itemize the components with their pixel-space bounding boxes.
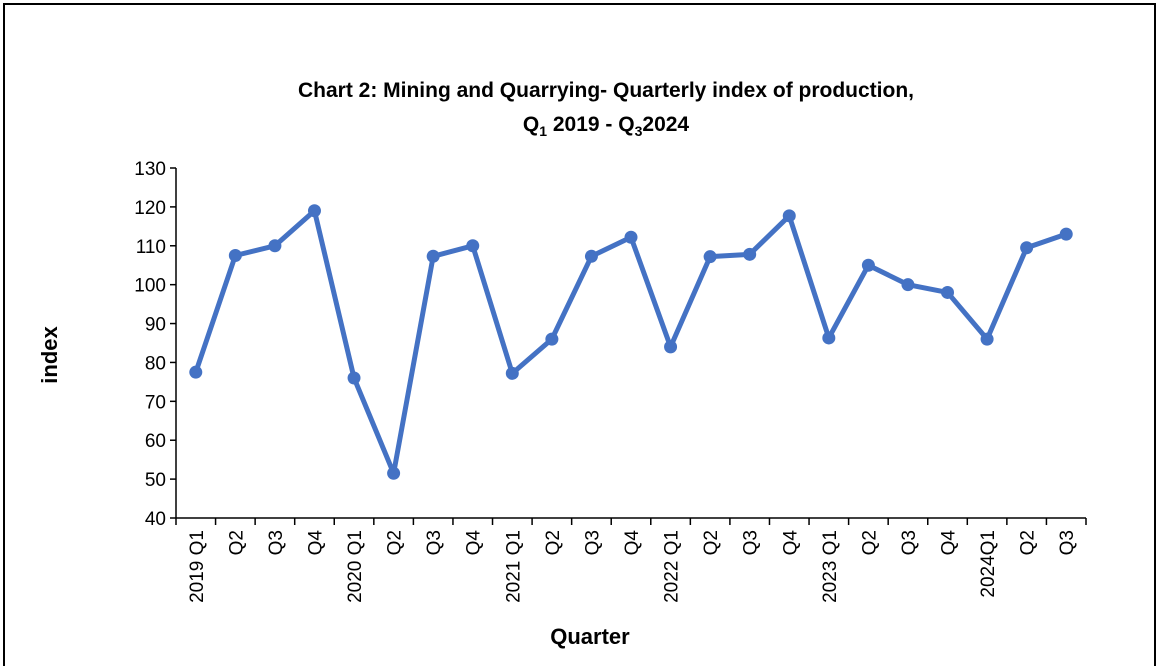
x-tick-label: Q2 <box>1018 530 1039 555</box>
data-point <box>901 278 915 292</box>
data-point <box>1059 227 1073 241</box>
data-point <box>1020 241 1034 255</box>
title-part: Q <box>523 113 539 136</box>
chart-border <box>3 3 1156 671</box>
data-point <box>426 249 440 263</box>
data-point <box>268 239 282 253</box>
y-tick-label: 130 <box>134 159 166 180</box>
y-tick-label: 60 <box>145 431 166 452</box>
x-tick-label: 2024Q1 <box>978 530 999 598</box>
x-tick-label: Q2 <box>543 530 564 555</box>
x-tick-label: 2020 Q1 <box>345 530 366 603</box>
data-point <box>584 249 598 263</box>
x-tick-label: Q4 <box>622 530 643 556</box>
x-tick-label: Q3 <box>424 530 445 555</box>
x-tick-label: Q4 <box>464 530 485 556</box>
chart-title: Chart 2: Mining and Quarrying- Quarterly… <box>298 79 914 102</box>
y-tick-label: 100 <box>134 276 166 297</box>
x-tick-label: Q3 <box>899 530 920 555</box>
data-point <box>941 285 955 299</box>
data-point <box>782 209 796 223</box>
data-point <box>189 365 203 379</box>
data-point <box>624 230 638 244</box>
data-point <box>347 371 361 385</box>
x-tick-label: Q3 <box>741 530 762 555</box>
title-part: 2019 - Q <box>547 113 635 136</box>
data-point <box>861 258 875 272</box>
data-point <box>505 366 519 380</box>
x-tick-label: Q4 <box>939 530 960 556</box>
data-point <box>545 332 559 346</box>
data-point <box>307 204 321 218</box>
x-tick-label: 2022 Q1 <box>662 530 683 603</box>
y-tick-label: 70 <box>145 392 166 413</box>
data-point <box>703 250 717 264</box>
title-part: 3 <box>635 123 643 139</box>
x-tick-label: Q2 <box>385 530 406 555</box>
x-tick-label: Q3 <box>582 530 603 555</box>
title-part: 1 <box>539 123 547 139</box>
x-tick-label: Q3 <box>1057 530 1078 555</box>
chart-title-2: Q1 2019 - Q32024 <box>523 113 690 139</box>
y-tick-label: 110 <box>136 237 166 258</box>
data-point <box>466 239 480 253</box>
data-point <box>980 332 994 346</box>
data-point <box>822 331 836 345</box>
data-point <box>664 340 678 354</box>
y-tick-label: 120 <box>134 198 166 219</box>
y-tick-label: 80 <box>145 353 166 374</box>
y-tick-label: 90 <box>145 315 166 336</box>
data-point <box>743 247 757 261</box>
x-tick-label: Q2 <box>859 530 880 555</box>
x-tick-label: 2021 Q1 <box>503 530 524 603</box>
y-tick-label: 50 <box>145 470 166 491</box>
x-tick-label: Q2 <box>226 530 247 555</box>
data-point <box>228 249 242 262</box>
x-tick-label: Q4 <box>305 530 326 556</box>
title-part: 2024 <box>642 113 689 136</box>
y-axis-label: index <box>37 326 62 384</box>
x-axis-label: Quarter <box>550 624 630 649</box>
x-tick-label: Q3 <box>266 530 287 555</box>
x-tick-label: Q4 <box>780 530 801 556</box>
x-tick-label: Q2 <box>701 530 722 555</box>
data-point <box>387 466 401 480</box>
x-tick-label: 2019 Q1 <box>187 530 208 603</box>
x-tick-label: 2023 Q1 <box>820 530 841 603</box>
y-tick-label: 40 <box>145 509 166 530</box>
